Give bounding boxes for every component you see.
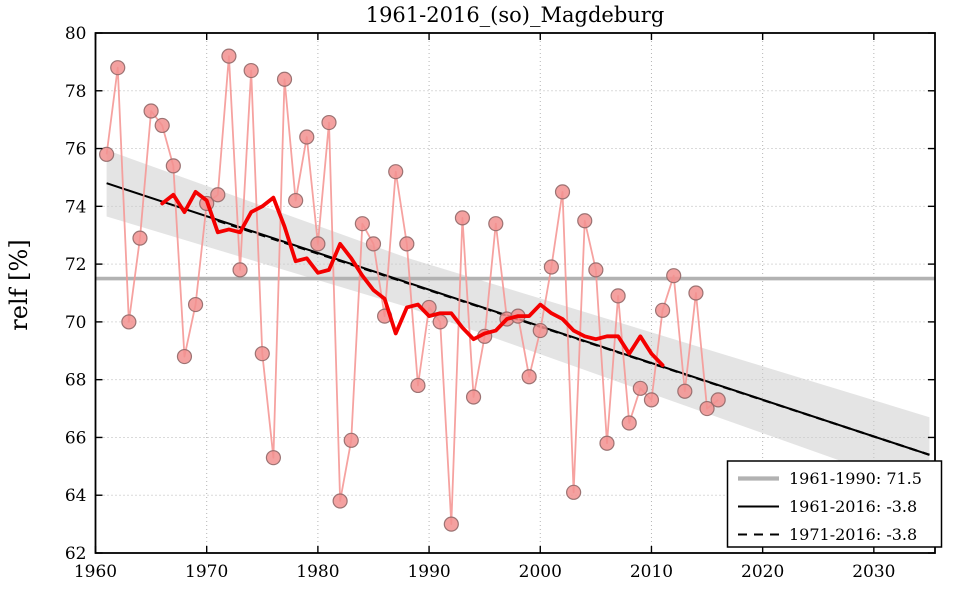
data-point [599,435,615,451]
data-point [465,389,482,405]
data-point [243,62,259,79]
legend-label-trend-1961-2016: 1961-2016: -3.8 [789,497,917,516]
data-point [265,450,282,466]
y-axis-label: relf [%] [5,239,33,330]
data-point [443,516,459,532]
data-point [432,314,448,330]
axes-frame [94,32,936,554]
x-tick-label: 2000 [519,562,562,582]
data-point [221,48,237,64]
x-tick-label: 1990 [407,562,450,582]
data-point [388,164,404,180]
y-tick-label: 80 [65,24,87,44]
data-point [532,322,548,339]
data-point [354,216,370,232]
x-tick-label: 1980 [296,562,339,582]
data-point [632,380,648,396]
data-point [654,302,671,318]
annual-series-markers [99,48,726,532]
running-mean-line [160,189,665,368]
data-point [154,117,170,134]
legend: 1961-1990: 71.5 1961-2016: -3.8 1971-201… [726,460,943,548]
x-tick-label: 1960 [74,562,117,582]
y-tick-label: 68 [65,371,87,391]
legend-box [726,460,943,548]
data-point [610,288,626,304]
x-tick-label: 2030 [852,562,895,582]
y-tick-label: 72 [65,255,87,275]
data-point [566,484,582,500]
y-tick-label: 78 [65,82,87,102]
data-point [232,262,248,278]
chart-title: 1961-2016_(so)_Magdeburg [366,3,665,27]
data-point [121,314,137,330]
data-point [99,146,115,162]
data-point [187,296,204,313]
data-point [399,236,415,252]
data-point [543,259,559,275]
data-point [254,346,270,362]
data-point [666,268,682,284]
y-tick-labels: 62 64 66 68 70 72 74 76 78 80 [65,24,87,564]
y-tick-label: 64 [65,486,87,506]
x-tick-label: 2020 [741,562,784,582]
data-point [110,60,126,76]
data-point [554,184,571,200]
data-point [643,392,660,408]
y-tick-label: 66 [65,428,87,448]
data-point [677,383,693,399]
y-tick-label: 76 [65,140,87,160]
data-point [165,158,181,174]
data-point [321,114,337,131]
data-point [521,369,537,385]
legend-label-trend-1971-2016: 1971-2016: -3.8 [789,525,917,544]
data-point [276,71,293,87]
data-point [310,236,326,252]
data-point [621,415,637,431]
legend-label-reference: 1961-1990: 71.5 [789,469,922,488]
data-point [132,230,148,246]
data-point [710,392,726,408]
data-point [488,216,504,232]
x-tick-label: 2010 [630,562,673,582]
data-point [365,236,382,252]
data-point [577,213,593,229]
data-point [299,129,315,145]
data-point [588,262,604,278]
data-point [410,377,426,394]
data-point [288,192,304,209]
data-point [454,210,471,226]
data-point [143,103,159,119]
data-point [699,400,715,417]
data-point [332,493,348,509]
x-tick-label: 1970 [185,562,228,582]
x-tick-labels: 1960 1970 1980 1990 2000 2010 2020 2030 [74,562,896,582]
data-point [210,187,226,203]
y-tick-label: 70 [65,313,87,333]
y-tick-label: 62 [65,544,87,564]
data-point [688,285,704,301]
y-tick-label: 74 [65,197,87,217]
running-mean-polyline [160,189,665,368]
data-point [343,432,359,448]
data-point [176,348,193,365]
